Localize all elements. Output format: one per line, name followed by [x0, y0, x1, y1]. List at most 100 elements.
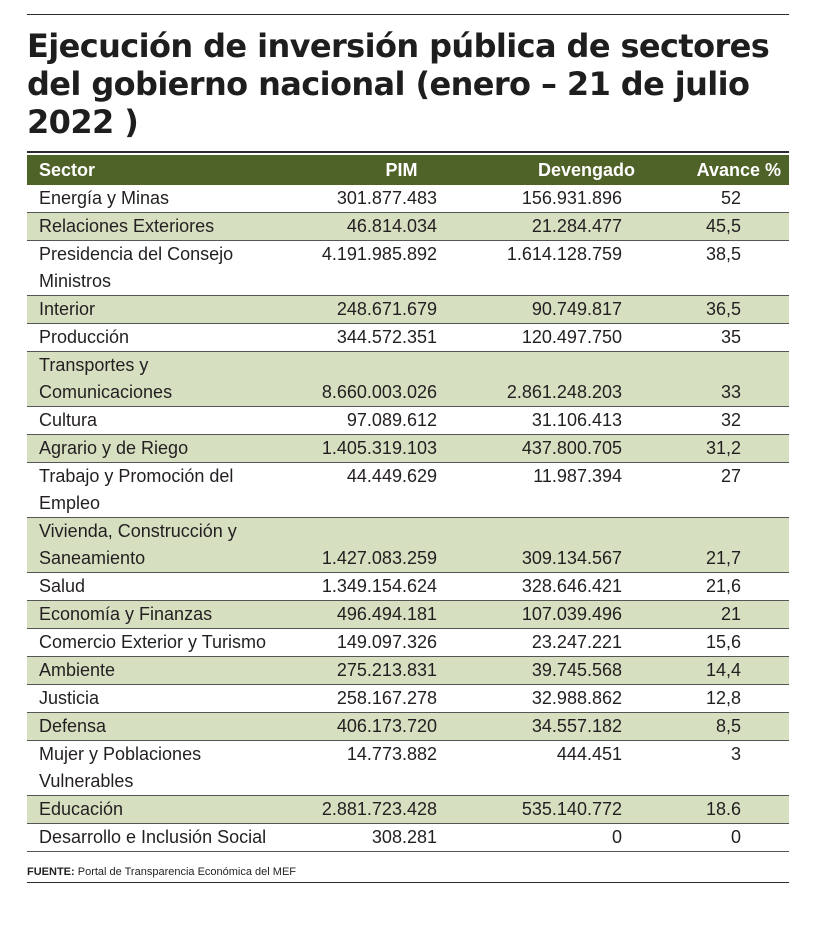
column-header: Devengado — [477, 155, 662, 185]
devengado-cell: 2.861.248.203 — [477, 351, 662, 407]
devengado-cell: 107.039.496 — [477, 600, 662, 629]
devengado-cell: 437.800.705 — [477, 434, 662, 463]
pim-cell: 1.349.154.624 — [292, 572, 477, 601]
sector-cell: Educación — [27, 795, 292, 824]
pim-cell: 248.671.679 — [292, 295, 477, 324]
table-row: Salud 1.349.154.624 328.646.421 21,6 — [27, 572, 789, 601]
pim-cell: 46.814.034 — [292, 212, 477, 241]
table-body: Energía y Minas 301.877.483 156.931.896 52 R… — [27, 185, 789, 852]
table-row: Defensa 406.173.720 34.557.182 8,5 — [27, 712, 789, 741]
avance-cell: 0 — [662, 823, 789, 852]
avance-cell: 35 — [662, 323, 789, 352]
sector-cell: Salud — [27, 572, 292, 601]
sector-cell: Trabajo y Promoción del Empleo — [27, 462, 292, 518]
sector-cell: Vivienda, Construcción y Saneamiento — [27, 517, 292, 573]
column-header: Avance % — [662, 155, 789, 185]
table-row: Presidencia del Consejo Ministros 4.191.9… — [27, 240, 789, 296]
sector-cell: Economía y Finanzas — [27, 600, 292, 629]
sector-cell: Energía y Minas — [27, 185, 292, 213]
header-row: Sector PIM Devengado Avance % — [27, 155, 789, 185]
pim-cell: 496.494.181 — [292, 600, 477, 629]
table-row: Agrario y de Riego 1.405.319.103 437.800.7… — [27, 434, 789, 463]
sector-cell: Cultura — [27, 406, 292, 435]
pim-cell: 275.213.831 — [292, 656, 477, 685]
column-header: Sector — [27, 155, 292, 185]
table-row: Relaciones Exteriores 46.814.034 21.284.47… — [27, 212, 789, 241]
table-row: Trabajo y Promoción del Empleo 44.449.629… — [27, 462, 789, 518]
sector-cell: Ambiente — [27, 656, 292, 685]
devengado-cell: 120.497.750 — [477, 323, 662, 352]
pim-cell: 308.281 — [292, 823, 477, 852]
source-note: FUENTE: Portal de Transparencia Económic… — [27, 866, 789, 883]
table-row: Interior 248.671.679 90.749.817 36,5 — [27, 295, 789, 324]
table-row: Ambiente 275.213.831 39.745.568 14,4 — [27, 656, 789, 685]
avance-cell: 21,7 — [662, 517, 789, 573]
table-row: Desarrollo e Inclusión Social 308.281 0 0 — [27, 823, 789, 852]
pim-cell: 1.405.319.103 — [292, 434, 477, 463]
sector-cell: Comercio Exterior y Turismo — [27, 628, 292, 657]
avance-cell: 8,5 — [662, 712, 789, 741]
table-row: Producción 344.572.351 120.497.750 35 — [27, 323, 789, 352]
avance-cell: 33 — [662, 351, 789, 407]
devengado-cell: 23.247.221 — [477, 628, 662, 657]
table-row: Comercio Exterior y Turismo 149.097.326 23… — [27, 628, 789, 657]
source-text: Portal de Transparencia Económica del ME… — [77, 866, 297, 878]
devengado-cell: 90.749.817 — [477, 295, 662, 324]
pim-cell: 149.097.326 — [292, 628, 477, 657]
avance-cell: 18.6 — [662, 795, 789, 824]
sector-cell: Justicia — [27, 684, 292, 713]
table-row: Mujer y Poblaciones Vulnerables 14.773.88… — [27, 740, 789, 796]
avance-cell: 52 — [662, 185, 789, 213]
sector-cell: Producción — [27, 323, 292, 352]
pim-cell: 8.660.003.026 — [292, 351, 477, 407]
title-rule — [27, 151, 789, 153]
column-header: PIM — [292, 155, 477, 185]
avance-cell: 15,6 — [662, 628, 789, 657]
sector-cell: Desarrollo e Inclusión Social — [27, 823, 292, 852]
pim-cell: 4.191.985.892 — [292, 240, 477, 296]
devengado-cell: 39.745.568 — [477, 656, 662, 685]
avance-cell: 32 — [662, 406, 789, 435]
devengado-cell: 34.557.182 — [477, 712, 662, 741]
pim-cell: 301.877.483 — [292, 185, 477, 213]
table-row: Energía y Minas 301.877.483 156.931.896 52 — [27, 185, 789, 213]
pim-cell: 344.572.351 — [292, 323, 477, 352]
sector-cell: Mujer y Poblaciones Vulnerables — [27, 740, 292, 796]
table-row: Cultura 97.089.612 31.106.413 32 — [27, 406, 789, 435]
avance-cell: 12,8 — [662, 684, 789, 713]
devengado-cell: 328.646.421 — [477, 572, 662, 601]
devengado-cell: 21.284.477 — [477, 212, 662, 241]
devengado-cell: 31.106.413 — [477, 406, 662, 435]
avance-cell: 38,5 — [662, 240, 789, 296]
sector-cell: Agrario y de Riego — [27, 434, 292, 463]
pim-cell: 2.881.723.428 — [292, 795, 477, 824]
table-row: Transportes y Comunicaciones 8.660.003.02… — [27, 351, 789, 407]
pim-cell: 406.173.720 — [292, 712, 477, 741]
pim-cell: 1.427.083.259 — [292, 517, 477, 573]
table-figure: Ejecución de inversión pública de sector… — [27, 14, 789, 883]
devengado-cell: 535.140.772 — [477, 795, 662, 824]
avance-cell: 14,4 — [662, 656, 789, 685]
sector-cell: Transportes y Comunicaciones — [27, 351, 292, 407]
top-rule — [27, 14, 789, 15]
table-row: Educación 2.881.723.428 535.140.772 18.6 — [27, 795, 789, 824]
avance-cell: 3 — [662, 740, 789, 796]
avance-cell: 27 — [662, 462, 789, 518]
devengado-cell: 32.988.862 — [477, 684, 662, 713]
devengado-cell: 309.134.567 — [477, 517, 662, 573]
sector-cell: Relaciones Exteriores — [27, 212, 292, 241]
devengado-cell: 1.614.128.759 — [477, 240, 662, 296]
table-row: Justicia 258.167.278 32.988.862 12,8 — [27, 684, 789, 713]
avance-cell: 36,5 — [662, 295, 789, 324]
devengado-cell: 11.987.394 — [477, 462, 662, 518]
sector-cell: Interior — [27, 295, 292, 324]
table-row: Vivienda, Construcción y Saneamiento 1.42… — [27, 517, 789, 573]
data-table: Sector PIM Devengado Avance % Energía y … — [27, 155, 789, 852]
avance-cell: 45,5 — [662, 212, 789, 241]
sector-cell: Defensa — [27, 712, 292, 741]
table-row: Economía y Finanzas 496.494.181 107.039.49… — [27, 600, 789, 629]
devengado-cell: 156.931.896 — [477, 185, 662, 213]
devengado-cell: 0 — [477, 823, 662, 852]
avance-cell: 31,2 — [662, 434, 789, 463]
avance-cell: 21 — [662, 600, 789, 629]
